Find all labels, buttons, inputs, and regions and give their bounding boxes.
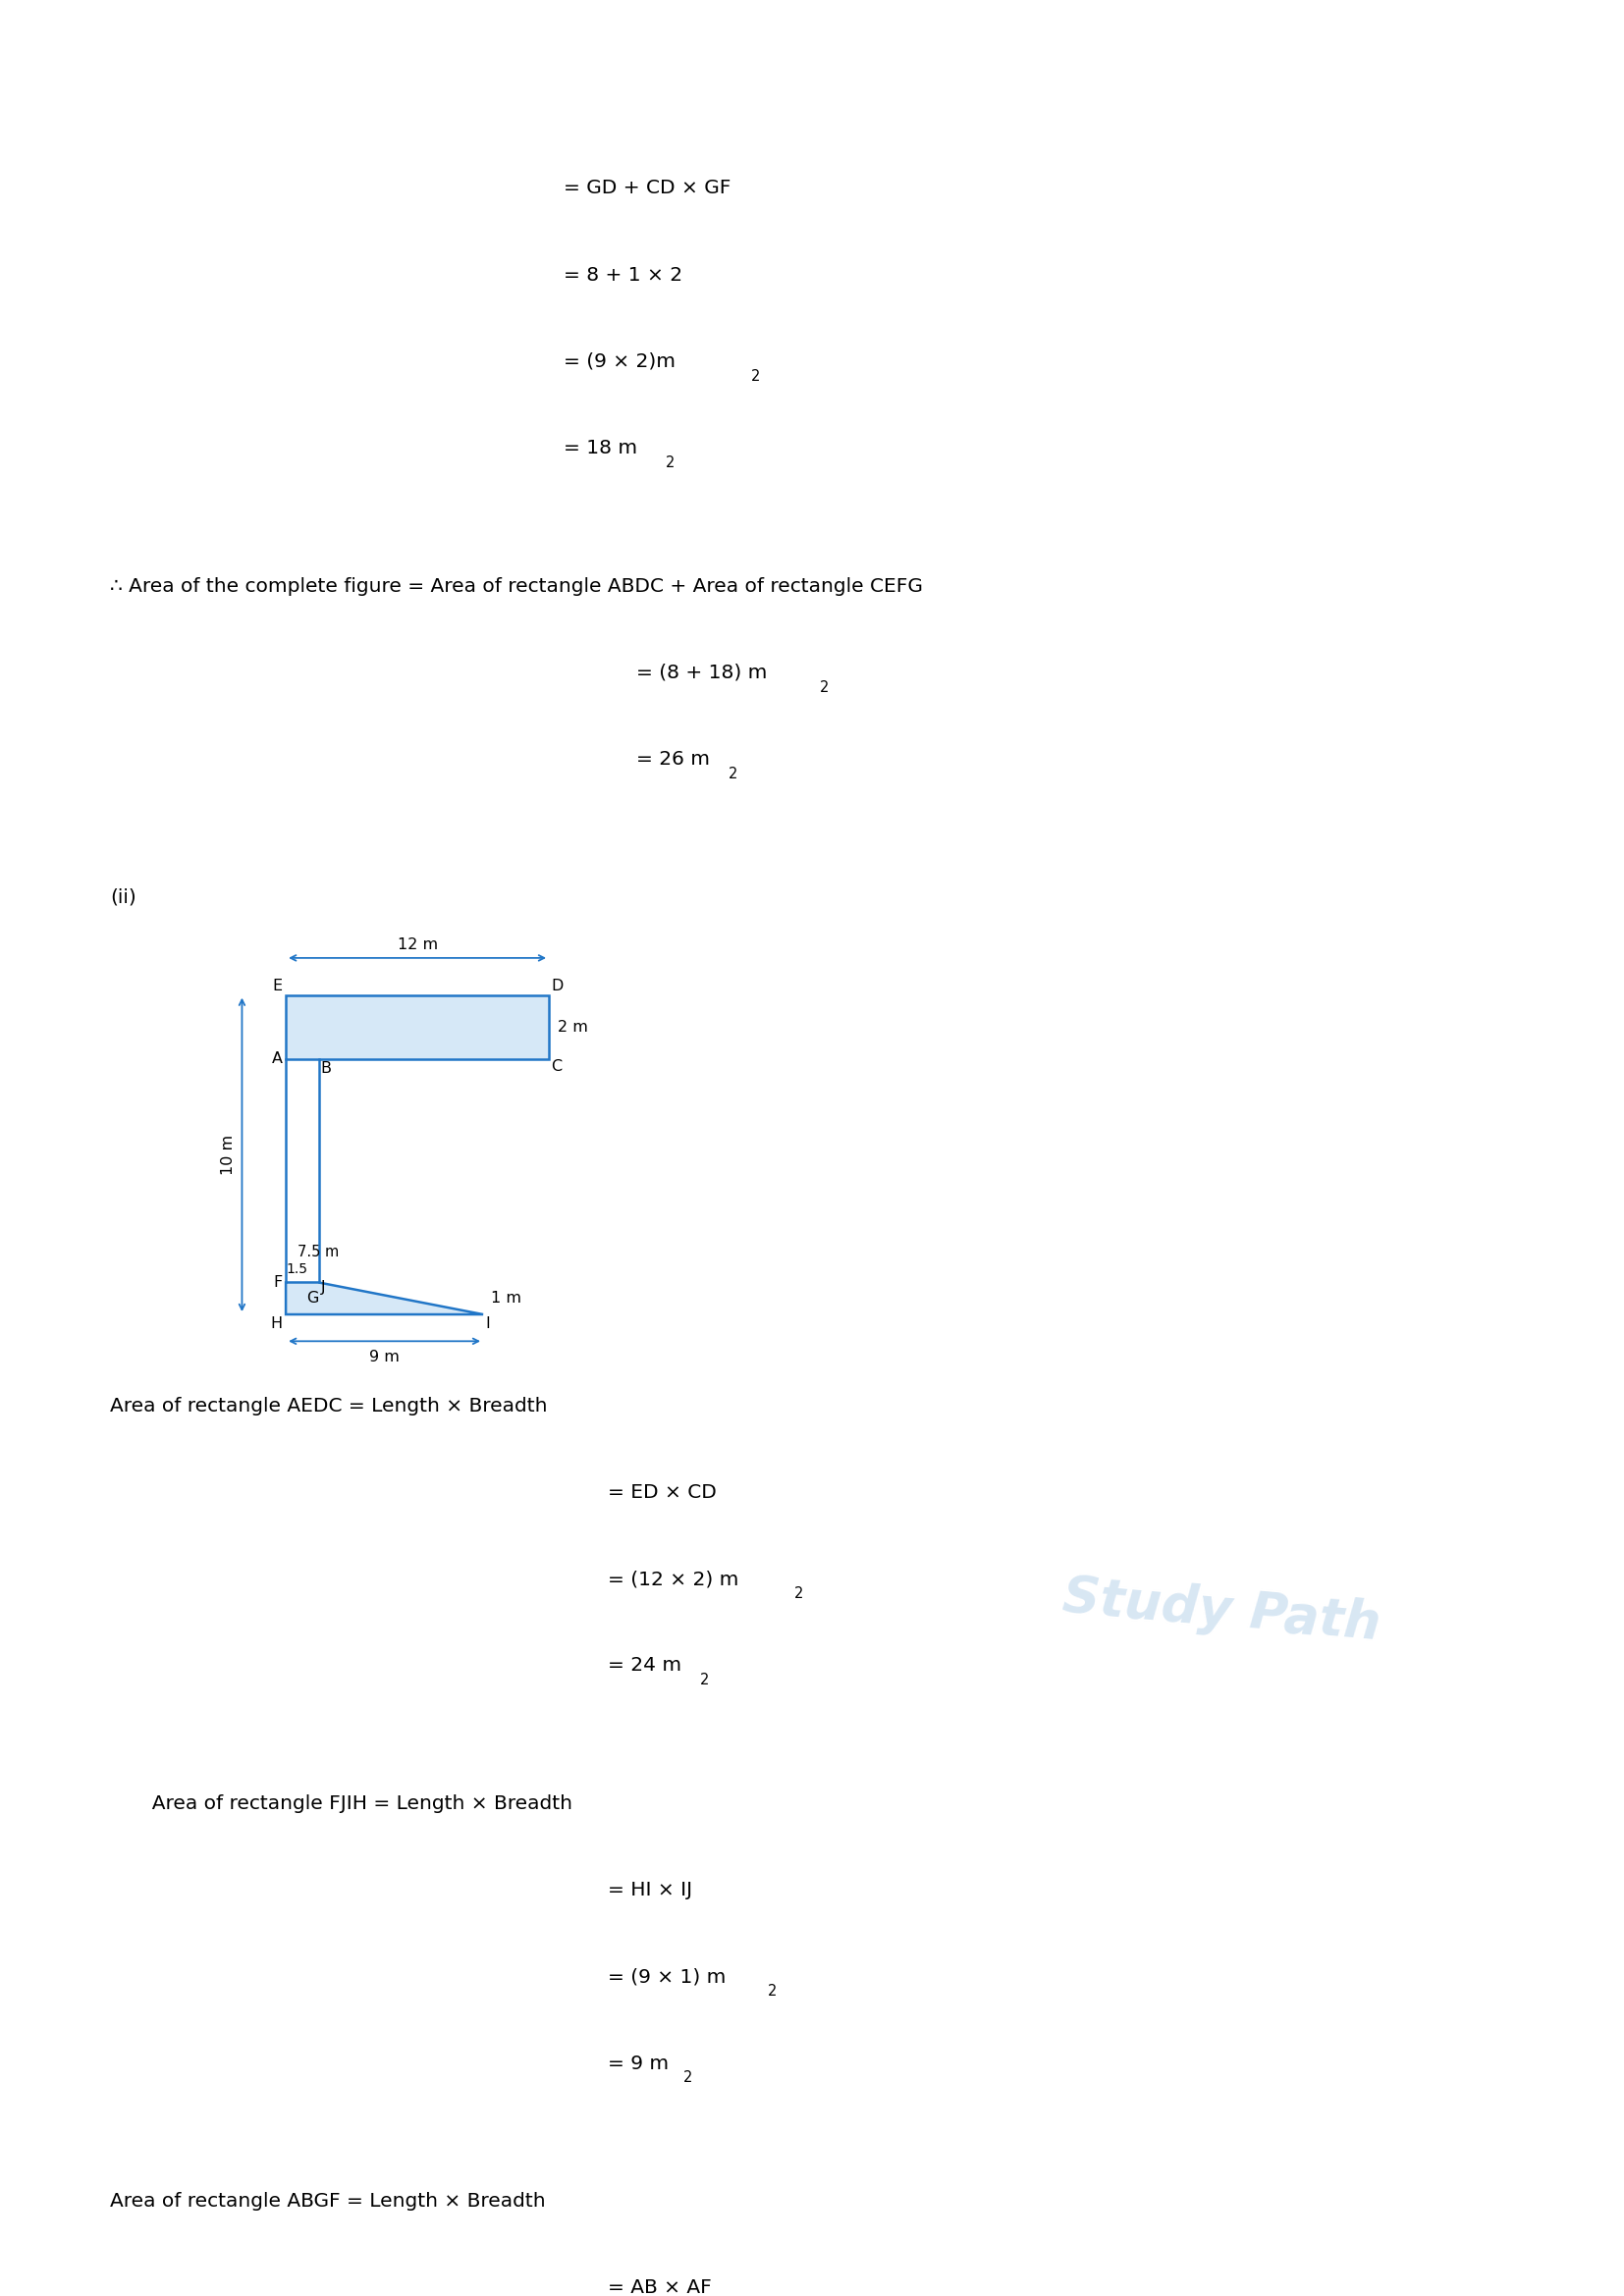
Text: = GD + CD × GF: = GD + CD × GF [564, 179, 731, 197]
Polygon shape [286, 994, 549, 1058]
Text: 7.5 m: 7.5 m [297, 1244, 339, 1261]
Text: 2: 2 [684, 2071, 692, 2085]
Text: = 26 m: = 26 m [637, 751, 710, 769]
Text: = 24 m: = 24 m [607, 1655, 680, 1676]
Text: F: F [273, 1274, 283, 1290]
Text: 12 m: 12 m [398, 937, 437, 953]
Text: 2: 2 [768, 1984, 778, 2000]
Text: 2: 2 [700, 1674, 708, 1688]
Text: G: G [307, 1290, 318, 1306]
Text: Area of rectangle AEDC = Length × Breadth: Area of rectangle AEDC = Length × Breadt… [110, 1396, 547, 1414]
Text: Page 10 of 13: Page 10 of 13 [732, 2229, 892, 2255]
Text: Study Path: Study Path [1060, 1573, 1382, 1651]
Text: (ii): (ii) [110, 889, 136, 907]
Text: = 8 + 1 × 2: = 8 + 1 × 2 [564, 266, 682, 285]
Text: 10 m: 10 m [221, 1134, 235, 1176]
Text: = AB × AF: = AB × AF [607, 2278, 711, 2296]
Text: = HI × IJ: = HI × IJ [607, 1880, 692, 1899]
Text: A: A [271, 1052, 283, 1065]
Text: J: J [322, 1281, 325, 1295]
Text: 2: 2 [794, 1587, 804, 1600]
Text: = ED × CD: = ED × CD [607, 1483, 716, 1502]
Text: 2: 2 [750, 370, 760, 383]
Text: 9 m: 9 m [369, 1350, 400, 1364]
Text: E: E [273, 978, 283, 992]
Text: B: B [322, 1061, 331, 1077]
Text: = 9 m: = 9 m [607, 2055, 669, 2073]
Text: 1 m: 1 m [490, 1290, 521, 1306]
Text: = (9 × 1) m: = (9 × 1) m [607, 1968, 726, 1986]
Text: Area of rectangle ABGF = Length × Breadth: Area of rectangle ABGF = Length × Breadt… [110, 2193, 546, 2211]
Text: = (8 + 18) m: = (8 + 18) m [637, 664, 768, 682]
Text: 1.5: 1.5 [286, 1263, 309, 1277]
Text: Chapter 21: Concept of Perimeter and Area: Chapter 21: Concept of Perimeter and Are… [531, 92, 1093, 117]
Polygon shape [286, 1283, 482, 1313]
Text: C: C [551, 1058, 562, 1075]
Text: ∴ Area of the complete figure = Area of rectangle ABDC + Area of rectangle CEFG: ∴ Area of the complete figure = Area of … [110, 576, 924, 595]
Text: 2 m: 2 m [557, 1019, 588, 1033]
Text: = (9 × 2)m: = (9 × 2)m [564, 351, 676, 372]
Text: Class-VI: Class-VI [762, 18, 862, 44]
Text: I: I [486, 1316, 490, 1332]
Text: 2: 2 [729, 767, 737, 781]
Text: H: H [270, 1316, 283, 1332]
Text: D: D [551, 978, 564, 992]
Text: = 18 m: = 18 m [564, 439, 637, 457]
Text: RS Aggarwal Solutions: RS Aggarwal Solutions [666, 53, 958, 78]
Text: = (12 × 2) m: = (12 × 2) m [607, 1570, 739, 1589]
Text: 2: 2 [818, 680, 828, 693]
Text: 2: 2 [666, 455, 676, 471]
Text: Area of rectangle FJIH = Length × Breadth: Area of rectangle FJIH = Length × Breadt… [140, 1795, 573, 1814]
